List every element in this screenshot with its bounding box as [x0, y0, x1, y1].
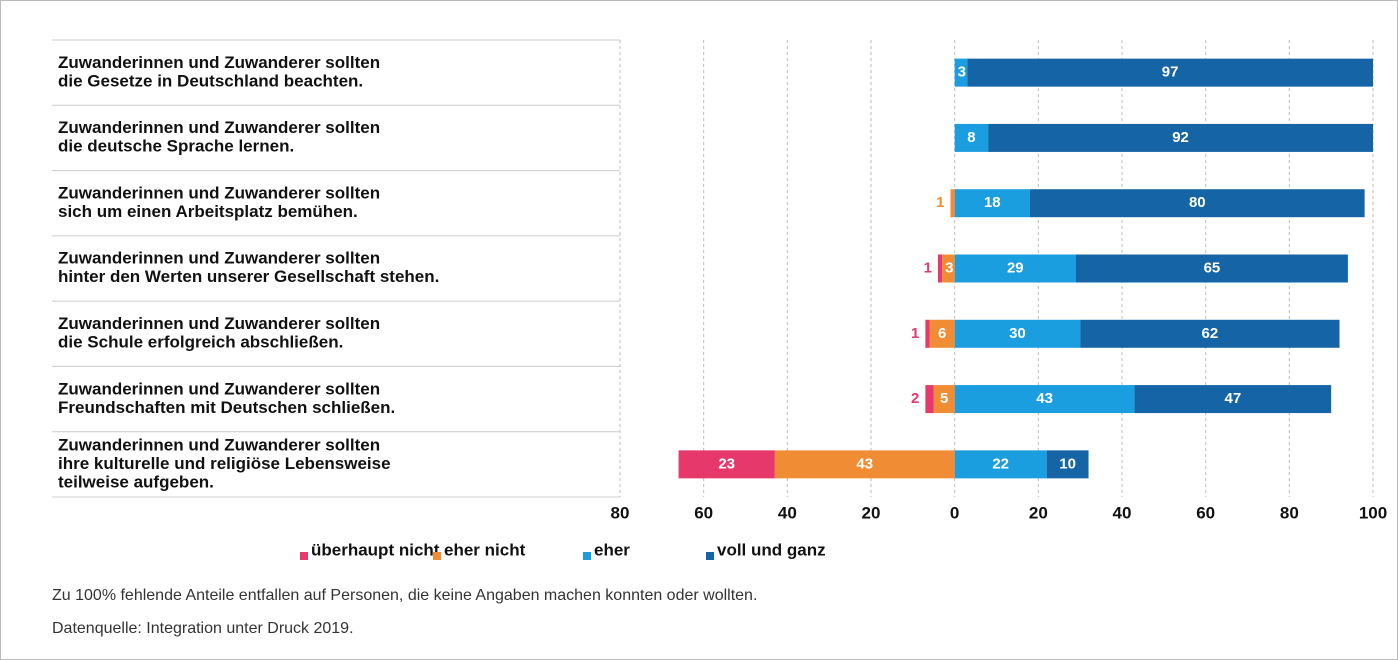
x-tick-label: 20: [862, 503, 881, 522]
value-label: 1: [924, 259, 932, 276]
category-label: die deutsche Sprache lernen.: [58, 137, 294, 156]
bar-segment: [678, 450, 775, 479]
value-label: 23: [718, 455, 735, 472]
category-label: Zuwanderinnen und Zuwanderer sollten: [58, 118, 380, 137]
bar-segment: [954, 385, 1135, 414]
value-label: 97: [1162, 64, 1179, 81]
source: Datenquelle: Integration unter Druck 201…: [52, 620, 354, 637]
bar-segment: [1080, 319, 1340, 348]
value-label: 1: [936, 194, 944, 211]
category-label: Zuwanderinnen und Zuwanderer sollten: [58, 183, 380, 202]
bar-segment: [933, 385, 955, 414]
x-tick-label: 0: [950, 503, 959, 522]
bar-segment: [954, 319, 1081, 348]
value-label: 92: [1172, 129, 1189, 146]
category-label: Zuwanderinnen und Zuwanderer sollten: [58, 435, 380, 454]
bar-segment: [925, 385, 934, 414]
value-label: 43: [856, 455, 873, 472]
category-label: Freundschaften mit Deutschen schließen.: [58, 398, 395, 417]
x-tick-label: 40: [1113, 503, 1132, 522]
bar-segment: [774, 450, 955, 479]
bar-segment: [950, 189, 955, 218]
bar-segment: [954, 450, 1047, 479]
category-label: sich um einen Arbeitsplatz bemühen.: [58, 202, 358, 221]
value-label: 3: [945, 259, 953, 276]
category-label: Zuwanderinnen und Zuwanderer sollten: [58, 53, 380, 72]
bar-segment: [1075, 254, 1348, 283]
value-label: 29: [1007, 259, 1024, 276]
bar-segment: [954, 58, 968, 87]
category-label: ihre kulturelle und religiöse Lebensweis…: [58, 454, 391, 473]
value-label: 18: [984, 194, 1001, 211]
legend-swatch: [433, 552, 441, 560]
value-label: 65: [1204, 259, 1221, 276]
value-label: 6: [938, 325, 946, 342]
value-label: 22: [992, 455, 1009, 472]
legend-swatch: [706, 552, 714, 560]
bar-segment: [954, 254, 1076, 283]
value-label: 43: [1036, 390, 1053, 407]
legend-label: überhaupt nicht: [311, 540, 440, 559]
value-label: 1: [911, 325, 919, 342]
x-tick-label: 60: [694, 503, 713, 522]
bar-segment: [988, 123, 1373, 152]
bar-segment: [929, 319, 955, 348]
value-label: 62: [1202, 325, 1219, 342]
category-label: hinter den Werten unserer Gesellschaft s…: [58, 267, 439, 286]
bar-segment: [1029, 189, 1365, 218]
x-tick-label: 60: [1196, 503, 1215, 522]
legend-label: eher: [594, 540, 630, 559]
legend-swatch: [300, 552, 308, 560]
category-label: die Schule erfolgreich abschließen.: [58, 333, 343, 352]
bar-segment: [1134, 385, 1332, 414]
bar-segment: [967, 58, 1373, 87]
bar-segment: [925, 319, 930, 348]
category-label: die Gesetze in Deutschland beachten.: [58, 71, 363, 90]
note: Zu 100% fehlende Anteile entfallen auf P…: [52, 587, 757, 604]
x-tick-label: 80: [611, 503, 630, 522]
value-label: 2: [911, 390, 919, 407]
value-label: 8: [967, 129, 975, 146]
category-label: teilweise aufgeben.: [58, 472, 214, 491]
value-label: 5: [940, 390, 948, 407]
category-label: Zuwanderinnen und Zuwanderer sollten: [58, 379, 380, 398]
x-tick-label: 100: [1359, 503, 1387, 522]
legend-swatch: [583, 552, 591, 560]
legend-label: voll und ganz: [717, 540, 826, 559]
value-label: 10: [1059, 455, 1076, 472]
bar-segment: [1046, 450, 1089, 479]
category-label: Zuwanderinnen und Zuwanderer sollten: [58, 249, 380, 268]
value-label: 30: [1009, 325, 1026, 342]
x-tick-label: 80: [1280, 503, 1299, 522]
value-label: 47: [1225, 390, 1242, 407]
legend-label: eher nicht: [444, 540, 526, 559]
value-label: 80: [1189, 194, 1206, 211]
category-label: Zuwanderinnen und Zuwanderer sollten: [58, 314, 380, 333]
value-label: 3: [958, 64, 966, 81]
bar-segment: [954, 123, 989, 152]
x-tick-label: 20: [1029, 503, 1048, 522]
bar-segment: [942, 254, 955, 283]
bar-segment: [954, 189, 1030, 218]
bar-segment: [937, 254, 943, 283]
x-tick-label: 40: [778, 503, 797, 522]
